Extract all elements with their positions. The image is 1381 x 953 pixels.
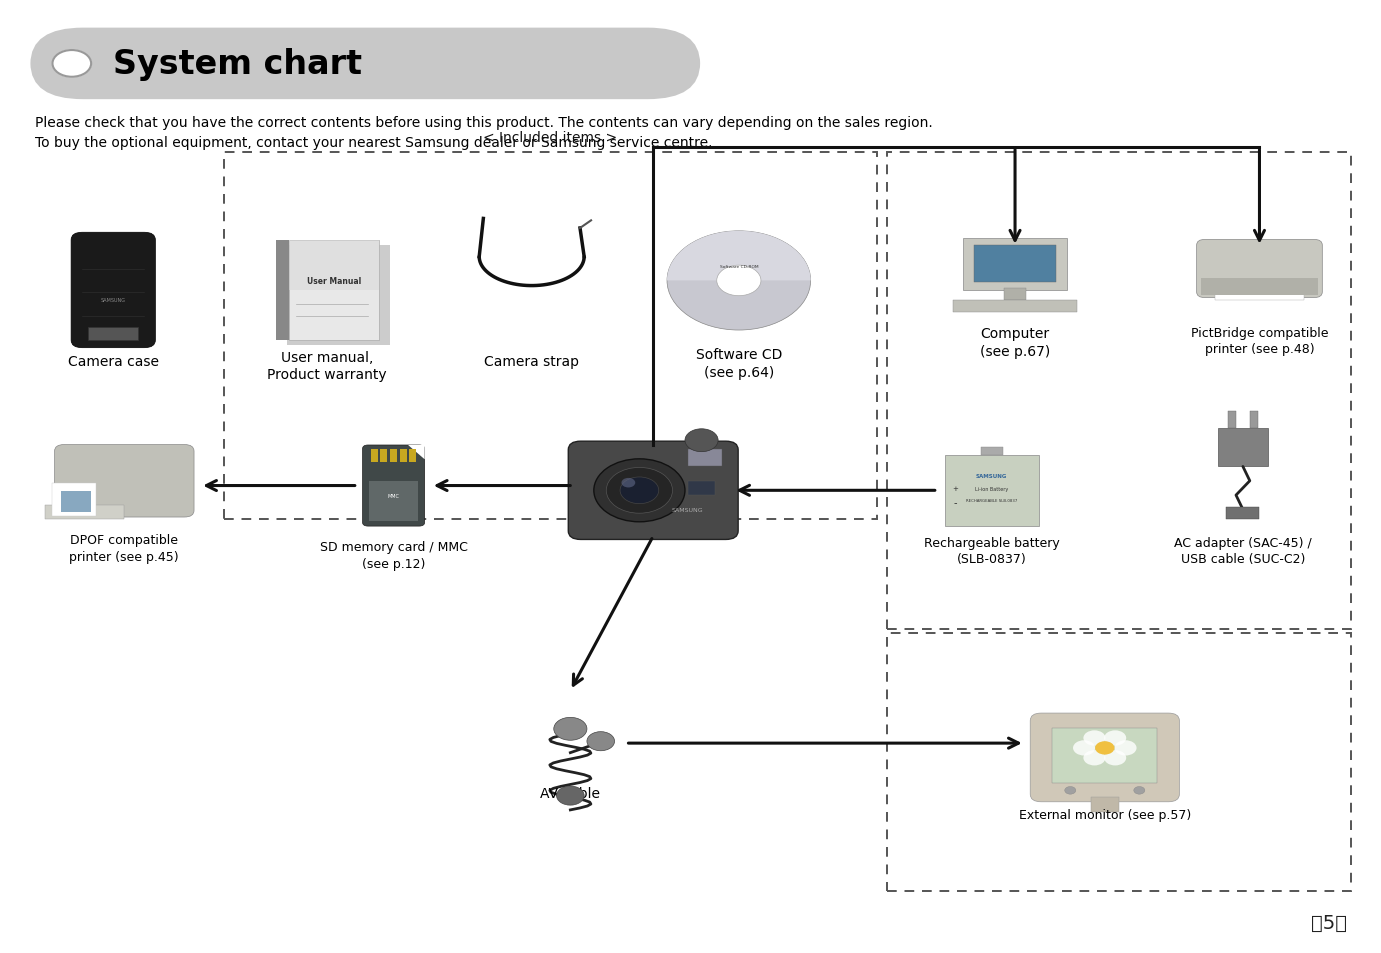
FancyBboxPatch shape: [55, 445, 193, 517]
Text: < Included items >: < Included items >: [483, 131, 617, 145]
Circle shape: [1065, 787, 1076, 795]
Bar: [224, 152, 877, 519]
Circle shape: [1105, 731, 1127, 746]
Bar: [1052, 729, 1157, 783]
Circle shape: [620, 477, 659, 504]
Circle shape: [52, 51, 91, 78]
FancyBboxPatch shape: [30, 29, 700, 100]
Circle shape: [606, 468, 673, 514]
FancyBboxPatch shape: [72, 233, 156, 349]
Polygon shape: [407, 446, 424, 460]
Circle shape: [621, 478, 635, 488]
Text: External monitor (see p.57): External monitor (see p.57): [1019, 808, 1190, 821]
Bar: [389, 450, 398, 463]
FancyBboxPatch shape: [287, 246, 389, 346]
Bar: [1218, 429, 1268, 467]
Circle shape: [717, 266, 761, 296]
Text: PictBridge compatible
printer (see p.48): PictBridge compatible printer (see p.48): [1190, 327, 1329, 355]
Text: AV cable: AV cable: [540, 786, 601, 801]
Bar: [62, 492, 91, 513]
Bar: [400, 450, 406, 463]
Bar: [945, 456, 1039, 526]
Bar: [1228, 412, 1236, 429]
Bar: [46, 505, 124, 519]
Circle shape: [587, 732, 615, 751]
Bar: [887, 152, 1351, 629]
Circle shape: [1114, 740, 1137, 756]
Text: Please check that you have the correct contents before using this product. The c: Please check that you have the correct c…: [35, 116, 932, 131]
Text: User Manual: User Manual: [307, 276, 362, 286]
Circle shape: [557, 786, 584, 805]
Text: Camera case: Camera case: [68, 355, 159, 369]
Circle shape: [1134, 787, 1145, 795]
Circle shape: [1095, 741, 1114, 755]
Text: MMC: MMC: [388, 493, 399, 498]
FancyBboxPatch shape: [568, 442, 737, 539]
Text: SD memory card / MMC
(see p.12): SD memory card / MMC (see p.12): [319, 541, 468, 570]
Bar: [688, 450, 722, 467]
Bar: [1004, 289, 1026, 300]
Bar: [1226, 508, 1259, 519]
Circle shape: [667, 232, 811, 331]
Text: SAMSUNG: SAMSUNG: [101, 297, 126, 303]
Bar: [964, 238, 1066, 291]
Text: Computer
(see p.67): Computer (see p.67): [981, 327, 1050, 358]
Bar: [887, 634, 1351, 891]
Circle shape: [685, 430, 718, 453]
Bar: [369, 481, 417, 522]
Text: 〇5〈: 〇5〈: [1311, 913, 1346, 932]
Circle shape: [1073, 740, 1095, 756]
Circle shape: [1105, 750, 1127, 765]
Circle shape: [594, 459, 685, 522]
Text: Camera strap: Camera strap: [485, 355, 579, 369]
Bar: [975, 246, 1055, 283]
FancyBboxPatch shape: [362, 446, 424, 526]
Text: To buy the optional equipment, contact your nearest Samsung dealer or Samsung se: To buy the optional equipment, contact y…: [35, 136, 713, 151]
Bar: [52, 483, 95, 517]
Text: -: -: [954, 497, 957, 507]
Text: AC adapter (SAC-45) /
USB cable (SUC-C2): AC adapter (SAC-45) / USB cable (SUC-C2): [1174, 536, 1312, 565]
Circle shape: [1083, 731, 1105, 746]
Text: SAMSUNG: SAMSUNG: [976, 474, 1007, 479]
Text: Rechargeable battery
(SLB-0837): Rechargeable battery (SLB-0837): [924, 536, 1059, 565]
Bar: [1201, 278, 1317, 295]
Bar: [981, 448, 1003, 456]
Bar: [688, 481, 715, 496]
Bar: [953, 301, 1077, 313]
Text: System chart: System chart: [113, 48, 362, 81]
Text: SAMSUNG: SAMSUNG: [673, 507, 703, 513]
Wedge shape: [667, 232, 811, 281]
Text: User manual,
Product warranty: User manual, Product warranty: [268, 351, 387, 382]
Circle shape: [554, 718, 587, 740]
Bar: [370, 450, 377, 463]
Text: Software CD-ROM: Software CD-ROM: [720, 265, 758, 269]
Bar: [380, 450, 387, 463]
Text: DPOF compatible
printer (see p.45): DPOF compatible printer (see p.45): [69, 534, 180, 563]
Bar: [1215, 293, 1304, 300]
Bar: [1091, 797, 1119, 812]
Text: RECHARGEABLE SLB-0837: RECHARGEABLE SLB-0837: [965, 498, 1018, 502]
Bar: [1250, 412, 1258, 429]
Text: Software CD
(see p.64): Software CD (see p.64): [696, 348, 782, 379]
Bar: [88, 328, 138, 341]
Bar: [290, 241, 378, 291]
Bar: [409, 450, 417, 463]
Bar: [275, 241, 290, 341]
Circle shape: [50, 49, 94, 80]
Circle shape: [1083, 750, 1105, 765]
FancyBboxPatch shape: [1030, 713, 1179, 802]
Text: +: +: [953, 486, 958, 492]
FancyBboxPatch shape: [1196, 240, 1323, 298]
Text: Li-ion Battery: Li-ion Battery: [975, 486, 1008, 492]
Bar: [290, 241, 378, 341]
